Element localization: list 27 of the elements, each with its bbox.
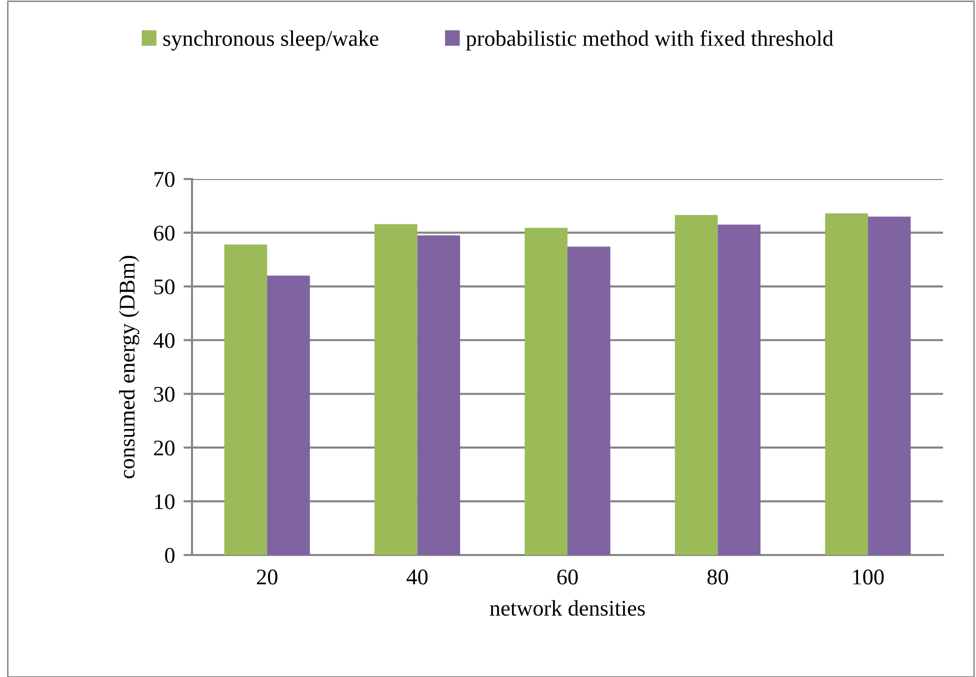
y-tick-label: 0 [165,548,174,563]
bar [568,246,610,555]
x-tick-label: 100 [853,570,884,585]
y-tick-label: 70 [154,172,174,187]
bar [825,213,868,555]
bar [374,224,418,555]
y-axis-title: consumed energy (DBm) [119,256,140,478]
bar [417,235,460,555]
bar [868,216,911,555]
bar [674,214,718,555]
x-tick-label: 20 [256,570,278,585]
bar [718,224,761,555]
y-tick-label: 30 [154,386,174,402]
x-axis-title: network densities [490,600,645,616]
bar [224,244,268,555]
y-tick-label: 40 [154,333,174,348]
bar [524,228,568,555]
y-tick-label: 50 [154,279,174,294]
legend-label: synchronous sleep/wake [163,30,378,51]
x-tick-label: 80 [707,570,728,585]
legend-label: probabilistic method with fixed threshold [466,30,834,51]
y-tick-label: 20 [154,440,174,456]
x-tick-label: 40 [406,570,428,585]
x-tick-label: 60 [557,570,578,585]
y-tick-label: 10 [155,494,174,510]
bar [267,276,310,555]
y-tick-label: 60 [154,226,174,241]
